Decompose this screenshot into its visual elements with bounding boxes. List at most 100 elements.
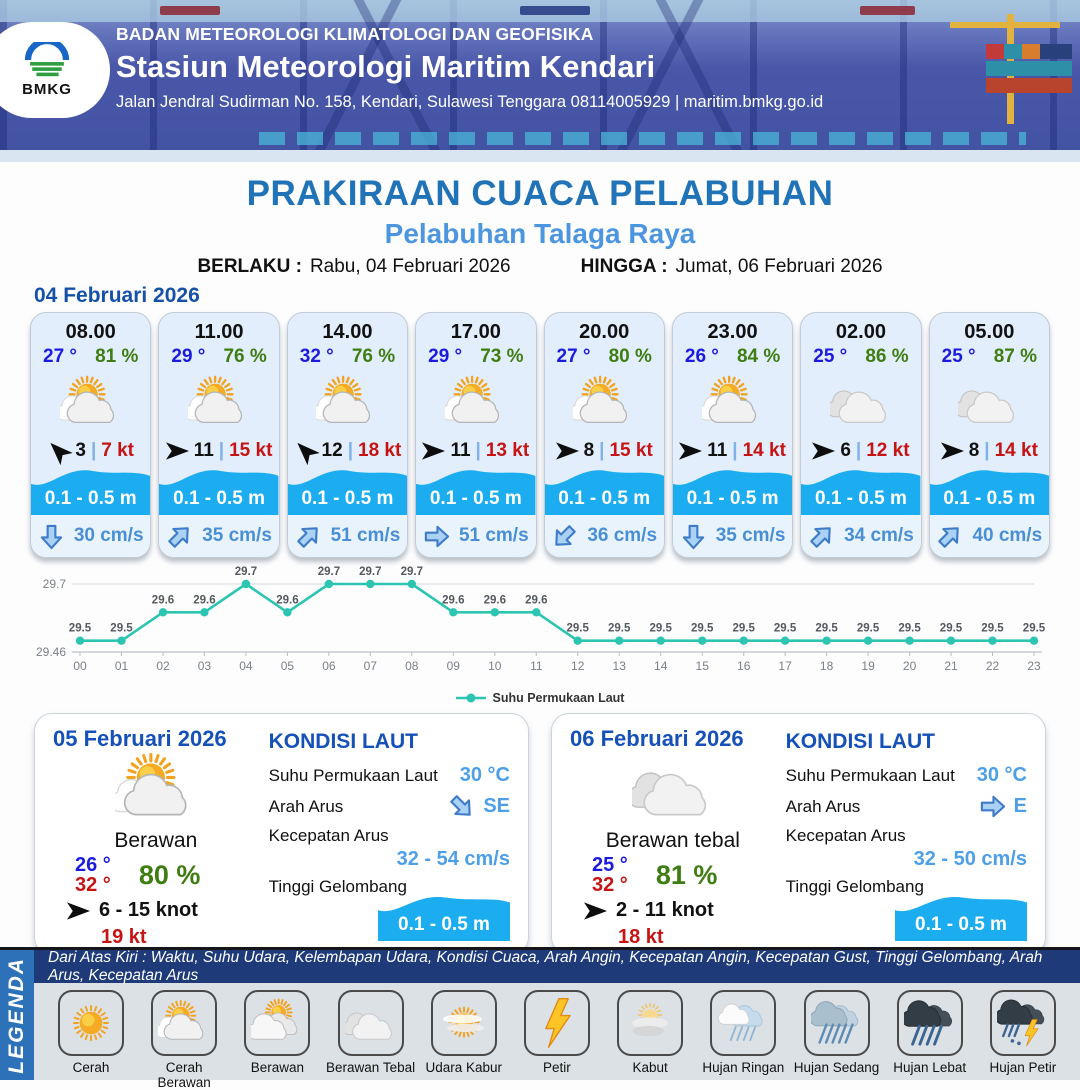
hujan-lebat-icon xyxy=(896,990,963,1056)
svg-text:29.5: 29.5 xyxy=(857,623,880,635)
current-speed-label: Kecepatan Arus xyxy=(785,826,906,845)
svg-text:29.6: 29.6 xyxy=(152,594,174,606)
wind-row: 8 | 14 kt xyxy=(930,440,1049,462)
svg-text:19: 19 xyxy=(861,659,875,673)
separator: | xyxy=(855,439,862,461)
current-speed-label: Kecepatan Arus xyxy=(268,826,389,845)
current-row: 35 cm/s xyxy=(159,515,279,557)
current-row: 34 cm/s xyxy=(801,515,921,557)
temp-min: 25 ° xyxy=(592,854,628,876)
temp-humidity-block: 25 ° 32 ° 81 % xyxy=(592,855,776,895)
station-name: Stasiun Meteorologi Maritim Kendari xyxy=(116,49,656,84)
card-humidity: 73 % xyxy=(480,346,524,367)
svg-text:29.6: 29.6 xyxy=(525,594,547,606)
separator: | xyxy=(599,439,605,461)
daily-weather-summary: 06 Februari 2026 Berawan tebal 25 ° 32 °… xyxy=(570,726,776,948)
temp-humidity-row: 29 ° 73 % xyxy=(416,344,535,368)
weather-icon xyxy=(801,368,920,438)
svg-text:21: 21 xyxy=(944,659,958,673)
separator: | xyxy=(732,439,738,461)
hourly-date-heading: 04 Februari 2026 xyxy=(34,284,200,307)
svg-text:29.5: 29.5 xyxy=(608,623,631,635)
svg-text:15: 15 xyxy=(696,659,710,673)
current-direction-icon xyxy=(802,517,840,555)
sea-section-title: KONDISI LAUT xyxy=(785,730,935,753)
current-direction-value: SE xyxy=(483,795,510,817)
current-direction-icon xyxy=(38,523,65,550)
wave-height-band: 0.1 - 0.5 m xyxy=(801,462,921,516)
svg-text:07: 07 xyxy=(364,659,378,673)
legend-item-label: Kabut xyxy=(632,1060,668,1075)
svg-text:12: 12 xyxy=(571,659,585,673)
svg-text:11: 11 xyxy=(530,659,543,673)
wind-direction-value: 11 xyxy=(450,439,471,461)
wind-direction-value: 3 xyxy=(75,439,86,461)
svg-text:13: 13 xyxy=(613,659,627,673)
chart-legend: Suhu Permukaan Laut xyxy=(28,691,1052,705)
weather-icon xyxy=(288,368,407,438)
udara-kabur-icon xyxy=(430,990,497,1056)
weather-icon xyxy=(930,368,1049,438)
gust-speed: 14 kt xyxy=(742,439,786,461)
svg-text:08: 08 xyxy=(405,659,419,673)
legend-item-label: Hujan Sedang xyxy=(793,1060,880,1075)
svg-text:29.46: 29.46 xyxy=(36,645,66,659)
legend-item-label: Cerah xyxy=(72,1060,110,1075)
legend-item-label: Cerah Berawan xyxy=(157,1060,211,1090)
hourly-card: 05.00 25 ° 87 % 8 | 14 kt 0.1 - 0.5 m 40… xyxy=(928,312,1050,558)
legend-item: Hujan Petir xyxy=(978,990,1068,1090)
gust-speed: 15 kt xyxy=(609,439,653,461)
berawan-icon xyxy=(244,990,311,1056)
card-humidity: 87 % xyxy=(993,346,1037,367)
sst-chart: 29.7 29.46 29.5 00 29.5 01 29.6 02 29.6 03 29.7 04 2… xyxy=(28,566,1052,693)
temp-humidity-row: 32 ° 76 % xyxy=(288,344,407,368)
wind-direction-value: 6 xyxy=(840,439,851,461)
card-time: 08.00 xyxy=(65,321,116,343)
current-direction-value: E xyxy=(1013,795,1027,817)
svg-text:03: 03 xyxy=(198,659,212,673)
daily-cards-row: 05 Februari 2026 Berawan 26 ° 32 ° 80 % … xyxy=(34,713,1046,955)
hujan-petir-icon xyxy=(989,990,1056,1056)
current-direction-icon xyxy=(546,517,584,555)
temp-humidity-row: 25 ° 87 % xyxy=(930,344,1049,368)
weather-icon xyxy=(159,368,278,438)
gust-speed: 18 kt xyxy=(358,439,402,461)
hourly-card: 23.00 26 ° 84 % 11 | 14 kt 0.1 - 0.5 m 3… xyxy=(671,312,794,558)
daily-weather-summary: 05 Februari 2026 Berawan 26 ° 32 ° 80 % … xyxy=(53,726,259,948)
svg-text:01: 01 xyxy=(115,659,129,673)
card-temperature: 29 ° xyxy=(428,346,463,367)
kabut-icon xyxy=(617,990,684,1056)
valid-from-label: BERLAKU : xyxy=(197,256,302,277)
wind-row: 11 | 14 kt xyxy=(673,440,792,462)
current-speed-row: Kecepatan Arus xyxy=(786,826,1027,846)
gust-speed: 19 kt xyxy=(101,926,147,948)
chart-legend-label: Suhu Permukaan Laut xyxy=(492,691,625,705)
ship-illustration xyxy=(520,6,590,15)
legend-sidebar-label: LEGENDA xyxy=(5,956,28,1074)
gust-speed: 13 kt xyxy=(485,439,530,461)
bmkg-logo-icon xyxy=(24,42,70,77)
validity-row: BERLAKU : Rabu, 04 Februari 2026 HINGGA :… xyxy=(0,256,1080,278)
humidity: 80 % xyxy=(138,859,201,890)
wind-direction-value: 8 xyxy=(583,439,595,461)
card-time: 02.00 xyxy=(835,321,886,343)
wave-height: 0.1 - 0.5 m xyxy=(173,488,265,510)
current-speed: 35 cm/s xyxy=(715,525,786,547)
wave-height-band: 0.1 - 0.5 m xyxy=(416,462,536,516)
temp-max: 32 ° xyxy=(592,874,628,896)
legend-item: Petir xyxy=(512,990,602,1090)
current-speed: 40 cm/s xyxy=(972,525,1043,547)
wave-height: 0.1 - 0.5 m xyxy=(814,488,907,510)
sst-row: Suhu Permukaan Laut 30 °C xyxy=(786,764,1027,787)
legend-section: LEGENDA Dari Atas Kiri : Waktu, Suhu Uda… xyxy=(0,947,1080,1090)
wave-height-band: 0.1 - 0.5 m xyxy=(31,462,151,516)
valid-until-value: Jumat, 06 Februari 2026 xyxy=(675,256,883,277)
wave-height-box: 0.1 - 0.5 m xyxy=(895,889,1027,941)
hourly-card: 20.00 27 ° 80 % 8 | 15 kt 0.1 - 0.5 m 36… xyxy=(543,312,665,558)
wind-direction-icon xyxy=(422,441,446,460)
card-temperature: 27 ° xyxy=(556,346,591,367)
weather-icon xyxy=(673,368,792,438)
sea-conditions: KONDISI LAUT Suhu Permukaan Laut 30 °C A… xyxy=(786,726,1027,944)
current-speed: 51 cm/s xyxy=(458,525,529,547)
hourly-card: 02.00 25 ° 86 % 6 | 12 kt 0.1 - 0.5 m 34… xyxy=(800,312,922,558)
